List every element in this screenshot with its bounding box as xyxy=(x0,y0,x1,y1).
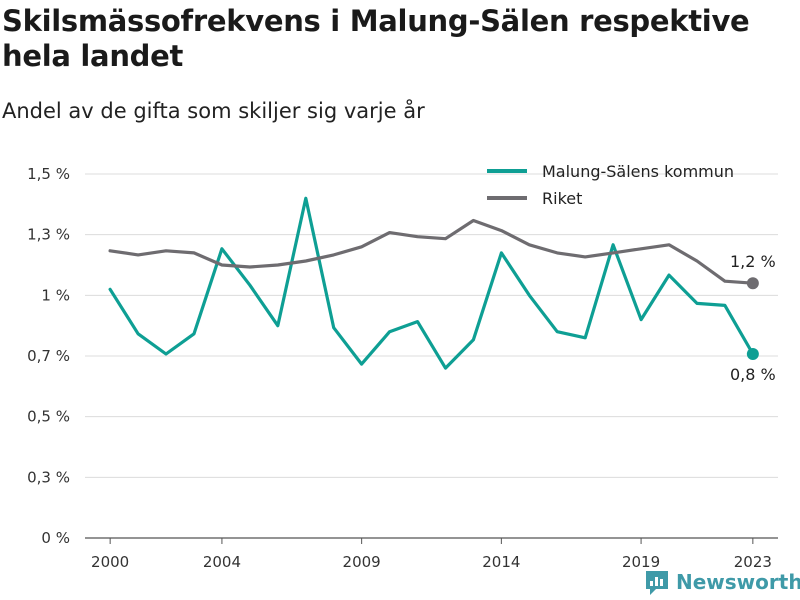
x-tick-label: 2009 xyxy=(343,553,381,571)
x-tick-label: 2004 xyxy=(203,553,241,571)
grid-lines xyxy=(85,173,778,539)
end-point-malung-s-lens-kommun xyxy=(746,347,759,360)
x-tick-label: 2023 xyxy=(734,553,772,571)
legend: Malung-Sälens kommun Riket xyxy=(487,162,734,208)
x-tick-label: 2019 xyxy=(622,553,660,571)
x-tick-label: 2014 xyxy=(482,553,520,571)
y-tick-label: 0 % xyxy=(41,529,70,547)
end-label-malung-s-lens-kommun: 0,8 % xyxy=(730,365,776,384)
y-tick-label: 0,5 % xyxy=(27,408,70,426)
series-lines: 0,8 % 1,2 % xyxy=(108,196,776,384)
newsworthy-icon xyxy=(646,571,668,595)
y-tick-label: 1,5 % xyxy=(27,165,70,183)
brand-name: Newsworthy xyxy=(676,570,800,594)
legend-item-label: Riket xyxy=(542,189,582,208)
newsworthy-logo: Newsworthy xyxy=(644,568,800,596)
x-axis: 2000 2004 2009 2014 2019 2023 xyxy=(91,538,772,571)
end-point-riket xyxy=(746,277,759,290)
y-tick-label: 0,7 % xyxy=(27,347,70,365)
y-axis: 0 % 0,3 % 0,5 % 0,7 % 1 % 1,3 % 1,5 % xyxy=(27,165,70,547)
chart-subtitle: Andel av de gifta som skiljer sig varje … xyxy=(2,99,425,123)
series-line-malung-s-lens-kommun xyxy=(108,196,755,370)
y-tick-label: 0,3 % xyxy=(27,468,70,486)
x-tick-label: 2000 xyxy=(91,553,129,571)
y-tick-label: 1,3 % xyxy=(27,226,70,244)
series-line-riket xyxy=(108,218,755,285)
chart-title: Skilsmässofrekvens i Malung-Sälen respek… xyxy=(2,4,750,73)
y-tick-label: 1 % xyxy=(41,286,70,304)
end-label-riket: 1,2 % xyxy=(730,252,776,271)
legend-item-label: Malung-Sälens kommun xyxy=(542,162,734,181)
